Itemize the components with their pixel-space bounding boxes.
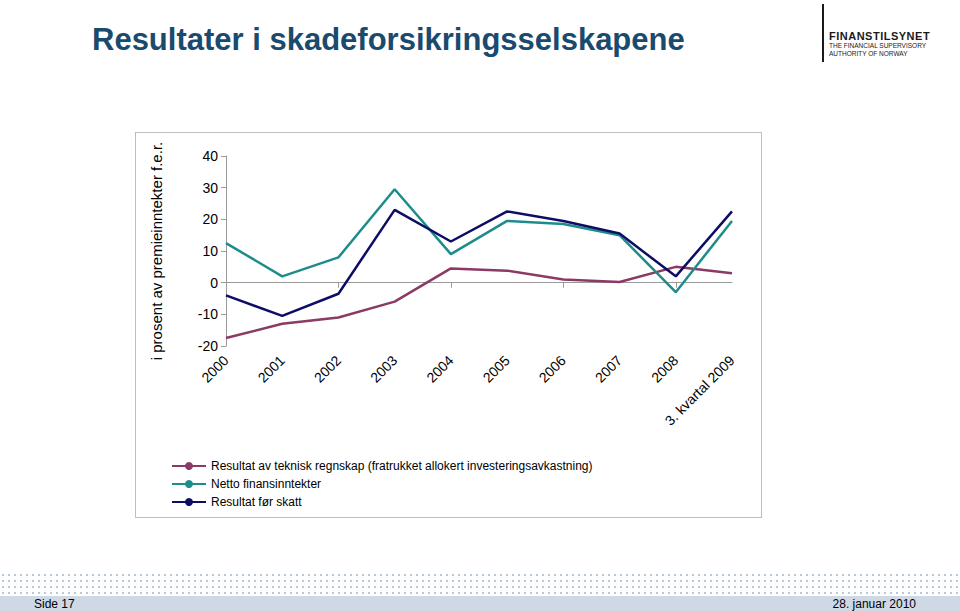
- svg-text:Resultat før skatt: Resultat før skatt: [211, 495, 302, 509]
- svg-text:3. kvartal 2009: 3. kvartal 2009: [661, 352, 737, 428]
- svg-text:10: 10: [202, 243, 218, 259]
- svg-text:i prosent av premieinntekter f: i prosent av premieinntekter f.e.r.: [148, 142, 165, 360]
- svg-text:Netto finansinntekter: Netto finansinntekter: [211, 477, 321, 491]
- svg-text:2005: 2005: [479, 352, 512, 385]
- svg-text:-10: -10: [198, 306, 218, 322]
- svg-text:30: 30: [202, 180, 218, 196]
- svg-text:2000: 2000: [198, 352, 231, 385]
- svg-text:Resultat av teknisk regnskap (: Resultat av teknisk regnskap (fratrukket…: [211, 459, 593, 473]
- svg-text:2001: 2001: [255, 352, 288, 385]
- svg-text:-20: -20: [198, 338, 218, 354]
- svg-text:2007: 2007: [592, 352, 625, 385]
- svg-text:20: 20: [202, 211, 218, 227]
- svg-text:2004: 2004: [423, 352, 456, 385]
- html-text:THE FINANCIAL SUPERVISORY: THE FINANCIAL SUPERVISORY: [829, 42, 926, 49]
- svg-text:2002: 2002: [311, 352, 344, 385]
- svg-text:2003: 2003: [367, 352, 400, 385]
- svg-text:0: 0: [210, 275, 218, 291]
- svg-text:2008: 2008: [648, 352, 681, 385]
- svg-text:40: 40: [202, 148, 218, 164]
- html-text:28. januar 2010: 28. januar 2010: [832, 597, 916, 611]
- html-text:Resultater i skadeforsikringss: Resultater i skadeforsikringsselskapene: [92, 22, 685, 57]
- svg-text:2006: 2006: [536, 352, 569, 385]
- html-text:Side 17: Side 17: [34, 597, 75, 611]
- html-text:AUTHORITY OF NORWAY: AUTHORITY OF NORWAY: [829, 50, 908, 57]
- html-text:FINANSTILSYNET: FINANSTILSYNET: [829, 30, 931, 42]
